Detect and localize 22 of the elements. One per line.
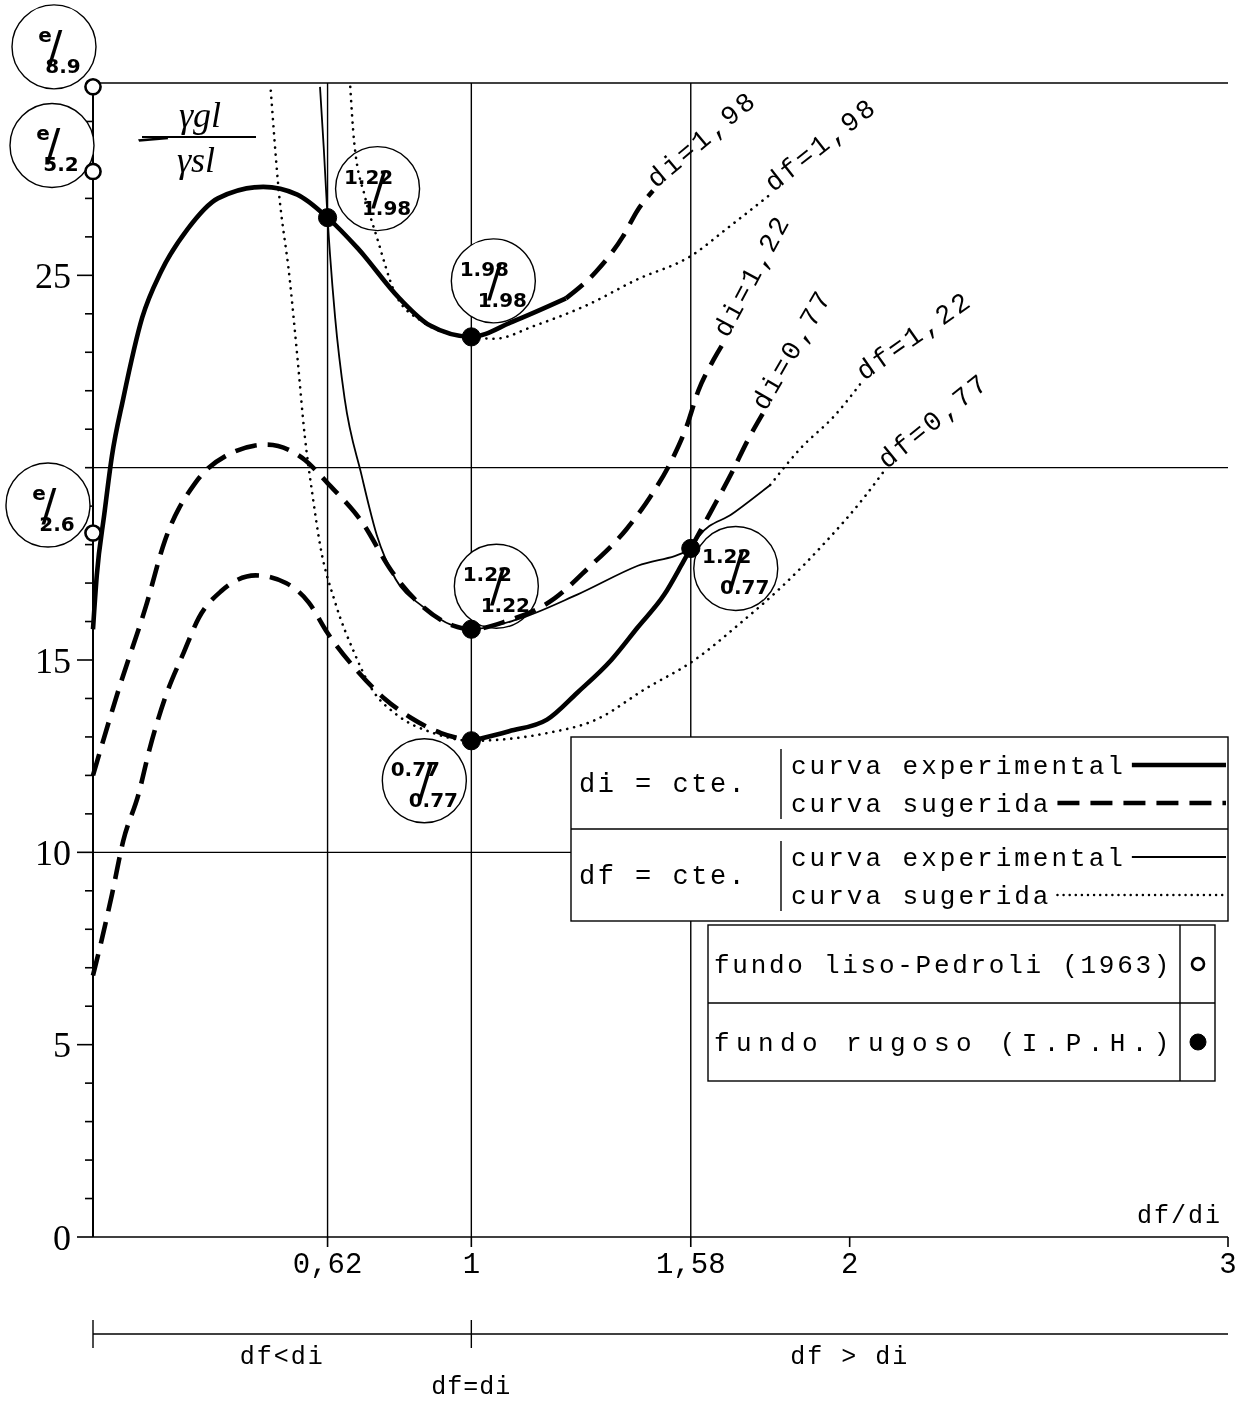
y-tick-label: 5	[53, 1025, 71, 1066]
x-tick-label: 1	[462, 1249, 481, 1282]
x-tick-label: 3	[1219, 1249, 1237, 1282]
y-tick-label: 10	[35, 832, 71, 873]
annotation: curva experimental	[791, 844, 1126, 875]
y-tick-label: 25	[35, 255, 71, 296]
annotation: df=di	[431, 1373, 512, 1402]
x-tick-label: 1,58	[655, 1249, 726, 1282]
annotation: df = cte.	[579, 862, 748, 893]
text: df > di	[790, 1343, 910, 1372]
annotation: curva experimental	[791, 752, 1126, 783]
annotation: di = cte.	[579, 770, 748, 801]
legend-label: fundo liso-Pedroli (1963)	[714, 951, 1172, 982]
y-tick-label: 15	[35, 640, 71, 681]
annotation: curva sugerida	[791, 790, 1052, 821]
x-tick-label: 0,62	[292, 1249, 363, 1282]
y-tick-label: 0	[53, 1217, 71, 1258]
text: df<di	[239, 1343, 325, 1372]
legend-label: fundo rugoso (I.P.H.)	[714, 1029, 1172, 1060]
annotation: curva sugerida	[791, 882, 1052, 913]
x-tick-label: 2	[840, 1249, 859, 1282]
x-axis-title: df/di	[1136, 1202, 1222, 1231]
